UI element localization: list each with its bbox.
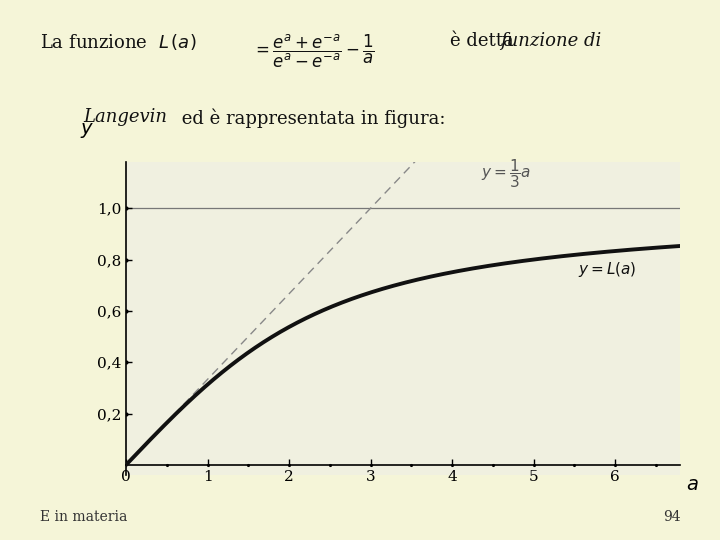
Text: è detta: è detta (450, 32, 520, 50)
Text: Langevin: Langevin (83, 108, 167, 126)
Text: $=\dfrac{e^{a}+e^{-a}}{e^{a}-e^{-a}}-\dfrac{1}{a}$: $=\dfrac{e^{a}+e^{-a}}{e^{a}-e^{-a}}-\df… (252, 32, 375, 70)
Text: $y$: $y$ (80, 121, 94, 140)
Text: $y=L(a)$: $y=L(a)$ (578, 260, 637, 279)
Text: $y=\dfrac{1}{3}a$: $y=\dfrac{1}{3}a$ (481, 158, 531, 190)
Text: E in materia: E in materia (40, 510, 127, 524)
Text: La funzione  $L\,(a)$: La funzione $L\,(a)$ (40, 32, 196, 52)
Text: ed è rappresentata in figura:: ed è rappresentata in figura: (176, 108, 446, 127)
Text: funzione di: funzione di (500, 32, 602, 50)
Text: 94: 94 (663, 510, 680, 524)
Text: $a$: $a$ (686, 476, 698, 494)
